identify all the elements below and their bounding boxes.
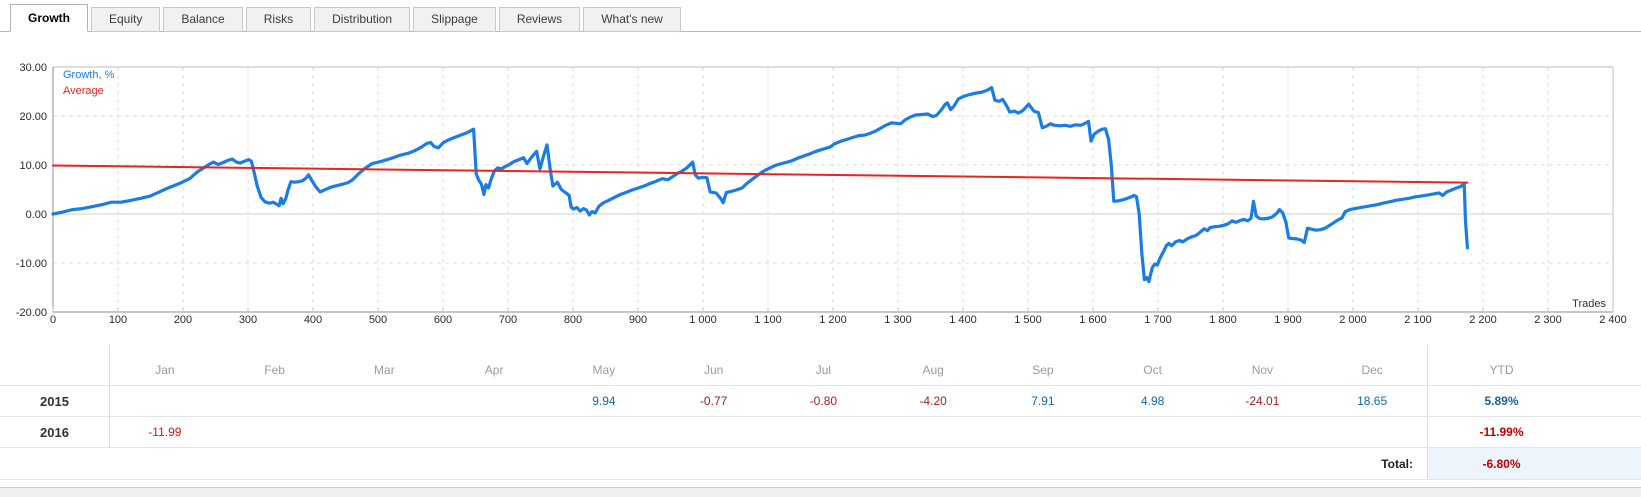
growth-chart-svg: 30.00 20.00 10.00 0.00 -10.00 -20.000 100 200 30… [16, 62, 1627, 326]
x-axis-tick-label: 400 [304, 314, 322, 326]
x-axis-tick-label: 2 300 [1534, 314, 1562, 326]
x-axis-tick-label: 1 600 [1079, 314, 1107, 326]
tab-growth[interactable]: Growth [10, 4, 88, 32]
tabbar-underline [0, 31, 1641, 32]
monthly-returns-table: Jan Feb Mar Apr May Jun Jul Aug Sep Oct Nov Dec YTD 2… [0, 345, 1641, 480]
x-axis-tick-label: 1 000 [689, 314, 717, 326]
x-axis-tick-label: 1 700 [1144, 314, 1172, 326]
month-return-value: 4.98 [1140, 394, 1165, 408]
ytd-header: YTD [1427, 345, 1641, 385]
x-axis-tick-label: 800 [564, 314, 582, 326]
month-header: Mar [374, 363, 395, 377]
x-axis-tick-label: 100 [109, 314, 127, 326]
table-row: 2016 -11.99 -11.99% [0, 417, 1641, 448]
month-header: May [592, 363, 616, 377]
month-return-value: -0.80 [809, 394, 838, 408]
y-axis-tick-label: 0.00 [26, 209, 47, 221]
growth-chart: 30.00 20.00 10.00 0.00 -10.00 -20.00 0 100 200 30… [0, 45, 1641, 345]
total-label: Total: [1381, 456, 1413, 471]
year-label: 2016 [0, 417, 110, 447]
x-axis-tick-label: 0 [50, 314, 56, 326]
x-axis-tick-label: 1 300 [884, 314, 912, 326]
table-row: 2015 9.94 -0.77 -0.80 -4.20 7.91 4.98 -24.01 18.… [0, 386, 1641, 417]
tab-equity[interactable]: Equity [91, 7, 161, 32]
x-axis-tick-label: 1 100 [754, 314, 782, 326]
x-axis-tick-label: 1 200 [819, 314, 847, 326]
x-axis-tick-label: 2 000 [1339, 314, 1367, 326]
month-header: Oct [1143, 363, 1162, 377]
y-axis-tick-label: 30.00 [19, 62, 47, 74]
tab-bar: Growth Equity Balance Risks Distribution Slip… [10, 4, 1641, 32]
x-axis-tick-label: 900 [629, 314, 647, 326]
x-axis-tick-label: 1 900 [1274, 314, 1302, 326]
month-return-value: -11.99 [148, 425, 182, 439]
month-header: Jun [703, 363, 724, 377]
tab-distribution[interactable]: Distribution [314, 7, 411, 32]
x-axis-tick-label: 2 200 [1469, 314, 1497, 326]
legend-average-label: Average [63, 85, 104, 97]
y-axis-tick-label: 20.00 [19, 111, 47, 123]
footer-strip [0, 487, 1641, 497]
month-header: Dec [1361, 363, 1383, 377]
month-return-value: -4.20 [919, 394, 947, 408]
year-label: 2015 [0, 386, 110, 416]
ytd-value: 5.89% [1427, 386, 1641, 416]
x-axis-title: Trades [1572, 298, 1606, 310]
year-column-header [0, 345, 110, 385]
y-axis-tick-label: -20.00 [16, 307, 47, 319]
month-return-value: 9.94 [592, 394, 616, 408]
tab-balance[interactable]: Balance [163, 7, 243, 32]
x-axis-tick-label: 600 [434, 314, 452, 326]
x-axis-tick-label: 500 [369, 314, 387, 326]
tab-slippage[interactable]: Slippage [413, 7, 496, 32]
month-header: Feb [264, 363, 285, 377]
x-axis-tick-label: 1 500 [1014, 314, 1042, 326]
x-axis-tick-label: 1 800 [1209, 314, 1237, 326]
tab-what-s-new[interactable]: What's new [583, 7, 681, 32]
x-axis-tick-label: 1 400 [949, 314, 977, 326]
tab-reviews[interactable]: Reviews [498, 7, 581, 32]
x-axis-tick-label: 2 100 [1404, 314, 1432, 326]
x-axis-tick-label: 2 400 [1599, 314, 1627, 326]
month-header: Apr [484, 363, 504, 377]
legend-growth-label: Growth, % [63, 69, 115, 81]
month-return-value: -24.01 [1245, 394, 1280, 408]
month-return-value: -0.77 [699, 394, 728, 408]
month-header: Nov [1251, 363, 1274, 377]
month-header: Jul [815, 363, 832, 377]
x-axis-tick-label: 200 [174, 314, 192, 326]
total-value: -6.80% [1427, 448, 1641, 479]
y-axis-tick-label: 10.00 [19, 160, 47, 172]
month-header: Jan [155, 363, 175, 377]
month-header: Sep [1032, 363, 1054, 377]
ytd-value: -11.99% [1427, 417, 1641, 447]
month-return-value: 18.65 [1357, 394, 1388, 408]
x-axis-tick-label: 300 [239, 314, 257, 326]
table-row: Jan Feb Mar Apr May Jun Jul Aug Sep Oct Nov Dec YTD [0, 345, 1641, 386]
y-axis-tick-label: -10.00 [16, 258, 47, 270]
month-return-value: 7.91 [1031, 394, 1055, 408]
x-axis-tick-label: 700 [499, 314, 517, 326]
table-row: Total: -6.80% [0, 448, 1641, 480]
month-header: Aug [922, 363, 944, 377]
tab-risks[interactable]: Risks [245, 7, 312, 32]
